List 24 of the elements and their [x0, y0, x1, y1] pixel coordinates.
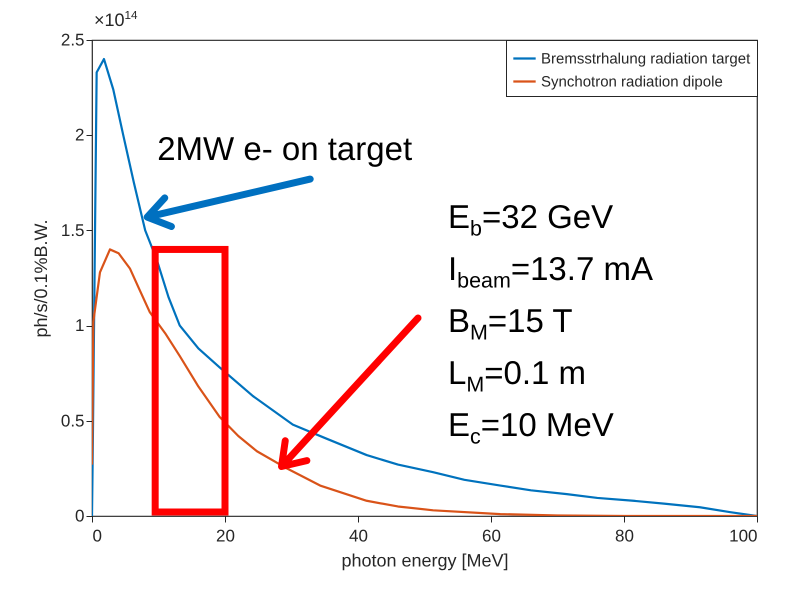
legend-label: Synchotron radiation dipole [541, 74, 723, 90]
y-tick-label: 1.5 [60, 220, 84, 240]
x-tick-label: 20 [216, 526, 235, 546]
y-axis-title: ph/s/0.1%B.W. [30, 219, 51, 338]
text: ×10$^{14}$ [94, 9, 138, 30]
x-tick-label: 60 [482, 526, 501, 546]
annotation: L$_{M}$=0.1 m [448, 354, 586, 397]
x-tick-label: 80 [615, 526, 634, 546]
annotation: B$_{M}$=15 T [448, 302, 573, 345]
y-tick-label: 0.5 [60, 411, 84, 430]
x-tick-label: 40 [349, 526, 368, 546]
line-series [92, 248, 757, 516]
annotation: E$_{c}$=10 MeV [448, 406, 614, 449]
annotation: I$_{beam}$=13.7 mA [448, 250, 653, 293]
x-axis-title: photon energy [MeV] [341, 550, 509, 570]
legend-label: Bremsstrhalung radiation target [541, 50, 752, 68]
y-tick-label: 0 [75, 506, 84, 526]
y-tick-label: 2.5 [60, 30, 84, 50]
x-tick-label: 0 [92, 526, 102, 546]
annotation: 2MW e- on target [157, 130, 412, 168]
y-tick-label: 2 [75, 126, 84, 145]
y-tick-label: 1 [75, 316, 84, 336]
x-tick-label: 100 [729, 526, 758, 546]
annotation: E$_{b}$=32 GeV [448, 198, 614, 241]
